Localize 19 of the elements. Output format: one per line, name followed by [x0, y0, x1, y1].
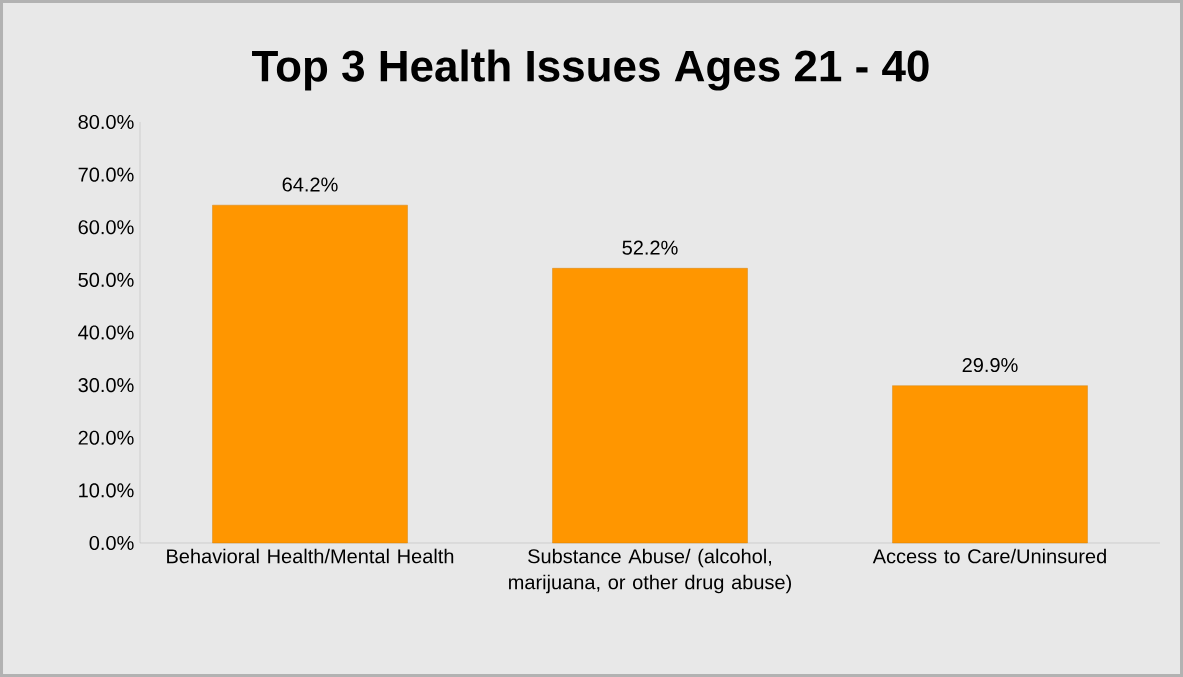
data-label: 52.2%	[622, 240, 678, 255]
data-label: 64.2%	[282, 177, 338, 192]
data-label: 29.9%	[962, 357, 1018, 373]
y-tick-label: 80.0%	[78, 114, 134, 130]
y-tick-label: 50.0%	[78, 272, 134, 287]
y-tick-label: 30.0%	[78, 378, 134, 393]
x-tick-label: Access to Care/Uninsured	[872, 548, 1106, 564]
y-tick-label: 60.0%	[78, 220, 134, 235]
chart-title: Top 3 Health Issues Ages 21 - 40	[252, 49, 929, 91]
y-tick-label: 70.0%	[78, 167, 134, 182]
y-tick-label: 20.0%	[78, 430, 134, 445]
y-tick-label: 10.0%	[79, 483, 134, 498]
y-tick-label: 40.0%	[78, 325, 134, 340]
x-tick-label: Behavioral Health/Mental Health	[167, 548, 454, 564]
bar	[552, 268, 748, 544]
y-tick-label: 0.0%	[89, 535, 134, 551]
bar	[212, 204, 408, 544]
bar	[892, 385, 1088, 544]
x-tick-label: Substance Abuse/ (alcohol, marijuana, or other drug abuse)	[509, 548, 792, 594]
